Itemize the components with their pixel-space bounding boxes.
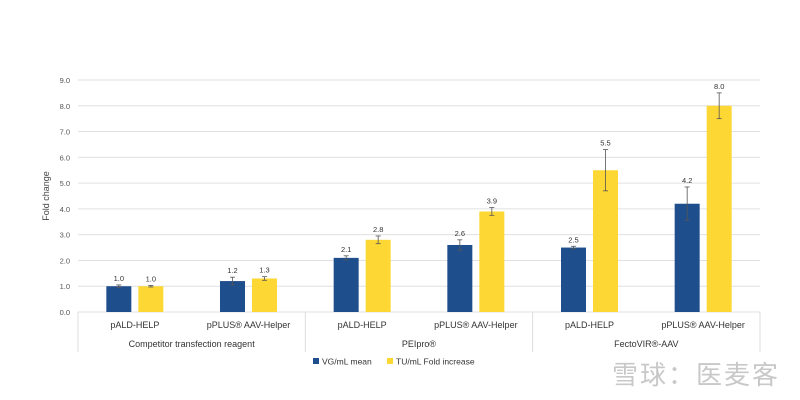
y-tick-label: 9.0 [60, 76, 70, 85]
y-tick-label: 1.0 [60, 282, 70, 291]
bar [447, 244, 473, 312]
y-tick-label: 3.0 [60, 231, 70, 240]
bar [593, 170, 618, 312]
y-tick-label: 0.0 [60, 308, 70, 317]
category-label: pPLUS® AAV-Helper [434, 320, 518, 330]
category-label: pALD-HELP [338, 320, 387, 330]
group-label: Competitor transfection reagent [129, 339, 256, 349]
data-label: 3.9 [487, 197, 497, 206]
data-label: 2.1 [341, 245, 351, 254]
bar [365, 239, 391, 312]
y-tick-label: 7.0 [60, 128, 70, 137]
bar [333, 257, 359, 312]
group-label: PEIpro® [402, 339, 437, 349]
y-tick-label: 2.0 [60, 256, 70, 265]
bar [479, 211, 505, 312]
legend-label: VG/mL mean [322, 357, 372, 367]
category-label: pALD-HELP [565, 320, 614, 330]
legend-label: TU/mL Fold increase [396, 357, 475, 367]
bar [561, 247, 586, 312]
data-label: 8.0 [714, 82, 724, 91]
y-tick-label: 8.0 [60, 102, 70, 111]
category-label: pALD-HELP [110, 320, 159, 330]
bar [706, 105, 732, 313]
data-label: 1.0 [146, 274, 156, 283]
group-label: FectoVIR®-AAV [614, 339, 678, 349]
legend-swatch [313, 358, 319, 364]
data-label: 5.5 [600, 139, 610, 148]
bar [674, 203, 700, 312]
data-label: 2.6 [455, 229, 465, 238]
y-tick-label: 4.0 [60, 205, 70, 214]
y-tick-label: 5.0 [60, 179, 70, 188]
data-label: 1.2 [227, 266, 237, 275]
bar [138, 286, 164, 312]
bar [252, 278, 277, 312]
bar [220, 281, 245, 312]
data-label: 2.5 [568, 235, 578, 244]
watermark: 雪球：医麦客 [612, 361, 781, 391]
data-label: 1.0 [114, 274, 124, 283]
y-tick-label: 6.0 [60, 153, 70, 162]
data-label: 4.2 [682, 176, 692, 185]
bar [106, 286, 132, 312]
data-label: 2.8 [373, 225, 383, 234]
legend-swatch [387, 358, 393, 364]
category-label: pPLUS® AAV-Helper [661, 320, 745, 330]
category-label: pPLUS® AAV-Helper [207, 320, 291, 330]
y-axis-label: Fold change [41, 171, 51, 221]
data-label: 1.3 [259, 266, 269, 275]
